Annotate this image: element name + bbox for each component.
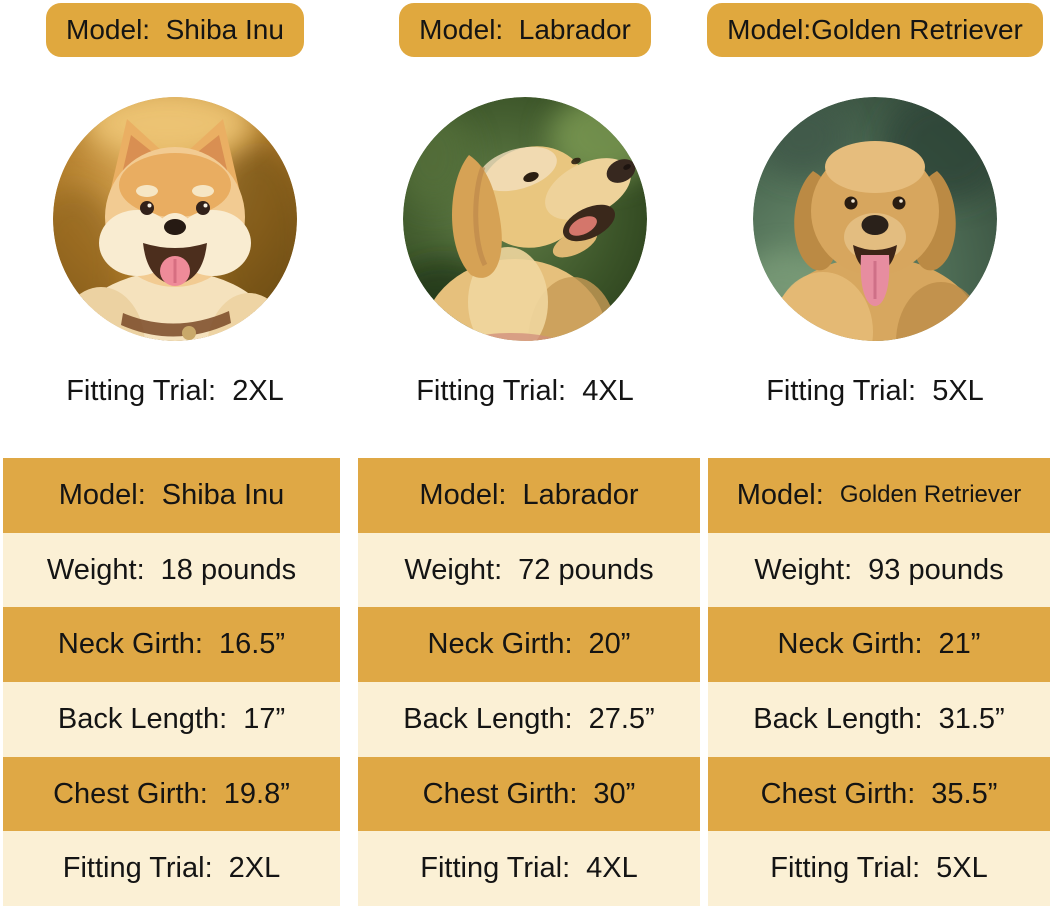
shiba-inu-photo	[53, 97, 297, 341]
model-badge-golden-retriever: Model:Golden Retriever	[707, 3, 1043, 57]
row-label: Neck Girth:	[57, 628, 203, 661]
row-label: Chest Girth:	[760, 777, 916, 810]
row-value: 4XL	[586, 852, 638, 885]
column-golden-retriever: Model: Golden Retriever	[700, 0, 1050, 906]
row-value: 2XL	[228, 852, 281, 885]
golden-retriever-illustration	[753, 97, 997, 341]
table-row: Weight: 93 pounds	[708, 532, 1050, 608]
row-label: Neck Girth:	[427, 628, 573, 661]
table-row: Model: Golden Retriever	[708, 458, 1050, 533]
row-value: 20”	[588, 628, 631, 661]
table-row: Model: Labrador	[358, 458, 700, 533]
row-label: Chest Girth:	[422, 777, 578, 810]
table-row: Neck Girth: 20”	[358, 607, 700, 683]
row-label: Weight:	[754, 553, 853, 586]
table-row: Fitting Trial: 2XL	[3, 831, 340, 906]
row-value: 35.5”	[931, 777, 998, 810]
table-row: Neck Girth: 21”	[708, 607, 1050, 683]
fitting-trial-caption-shiba-inu: Fitting Trial: 2XL	[66, 375, 284, 407]
shiba-collar	[121, 311, 231, 337]
golden-retriever-photo	[753, 97, 997, 341]
fitting-trial-caption-labrador: Fitting Trial: 4XL	[416, 375, 634, 407]
size-table-golden-retriever: Model: Golden Retriever Weight: 93 pound…	[708, 458, 1050, 906]
labrador-photo	[403, 97, 647, 341]
model-badge-shiba-inu: Model: Shiba Inu	[46, 3, 304, 57]
row-value: 5XL	[936, 852, 988, 885]
row-label: Back Length:	[57, 702, 228, 735]
row-value: 19.8”	[223, 777, 290, 810]
labrador-tongue	[569, 216, 597, 236]
table-row: Neck Girth: 16.5”	[3, 607, 340, 683]
table-row: Chest Girth: 19.8”	[3, 756, 340, 832]
table-row: Fitting Trial: 4XL	[358, 831, 700, 906]
labrador-left-eye	[523, 171, 539, 183]
table-row: Chest Girth: 35.5”	[708, 756, 1050, 832]
row-value: 18 pounds	[160, 553, 297, 586]
table-row: Weight: 72 pounds	[358, 532, 700, 608]
row-value: 21”	[938, 628, 981, 661]
golden-nose	[861, 215, 889, 235]
column-shiba-inu: Model: Shiba Inu	[0, 0, 350, 906]
row-label: Fitting Trial:	[420, 852, 571, 885]
row-value: 30”	[593, 777, 636, 810]
row-value: 16.5”	[218, 628, 286, 661]
row-label: Neck Girth:	[777, 628, 923, 661]
row-label: Model:	[736, 478, 824, 511]
row-label: Fitting Trial:	[770, 852, 921, 885]
table-row: Back Length: 31.5”	[708, 682, 1050, 757]
row-value: 72 pounds	[518, 553, 654, 586]
row-value: 17”	[243, 702, 286, 735]
labrador-right-eye	[571, 157, 581, 165]
row-label: Model:	[58, 478, 146, 511]
row-value: 93 pounds	[868, 553, 1004, 586]
size-table-shiba-inu: Model: Shiba Inu Weight: 18 pounds Neck …	[3, 458, 340, 906]
table-row: Weight: 18 pounds	[3, 532, 340, 608]
table-row: Back Length: 27.5”	[358, 682, 700, 757]
shiba-nose	[164, 219, 186, 235]
row-value: Golden Retriever	[839, 481, 1022, 509]
size-table-labrador: Model: Labrador Weight: 72 pounds Neck G…	[358, 458, 700, 906]
row-label: Chest Girth:	[53, 777, 208, 810]
row-value: 27.5”	[588, 702, 655, 735]
table-row: Model: Shiba Inu	[3, 458, 340, 533]
golden-right-eye	[892, 196, 906, 210]
labrador-illustration	[403, 97, 647, 341]
shiba-inu-illustration	[53, 97, 297, 341]
column-labrador: Model: Labrador	[350, 0, 700, 906]
shiba-right-eye	[196, 201, 210, 215]
row-label: Weight:	[46, 553, 145, 586]
row-label: Weight:	[404, 553, 503, 586]
row-value: Shiba Inu	[161, 478, 285, 511]
golden-left-eye	[844, 196, 858, 210]
row-label: Model:	[419, 478, 507, 511]
row-label: Fitting Trial:	[62, 852, 213, 885]
row-label: Back Length:	[753, 702, 923, 735]
table-row: Chest Girth: 30”	[358, 756, 700, 832]
row-value: 31.5”	[938, 702, 1005, 735]
row-label: Back Length:	[403, 702, 573, 735]
fitting-trial-caption-golden-retriever: Fitting Trial: 5XL	[766, 375, 984, 407]
row-value: Labrador	[522, 478, 639, 511]
table-row: Back Length: 17”	[3, 682, 340, 757]
table-row: Fitting Trial: 5XL	[708, 831, 1050, 906]
model-badge-labrador: Model: Labrador	[399, 3, 651, 57]
shiba-left-eye	[140, 201, 154, 215]
